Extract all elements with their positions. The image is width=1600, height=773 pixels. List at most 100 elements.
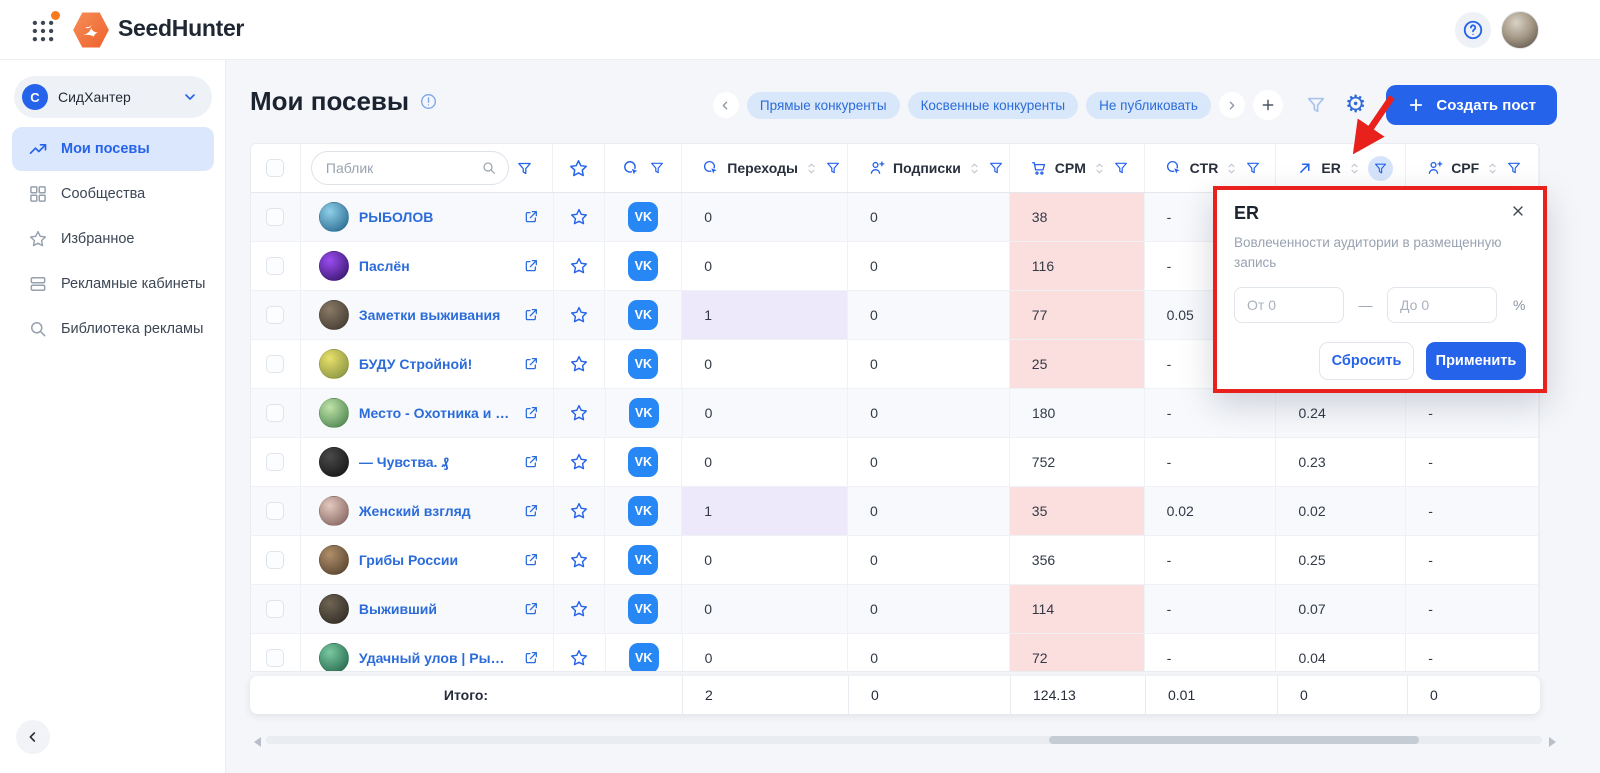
vk-badge[interactable]: VK — [628, 202, 658, 232]
funnel-icon[interactable] — [1113, 160, 1129, 176]
funnel-icon[interactable] — [1506, 160, 1522, 176]
column-label-cpm[interactable]: CPM — [1055, 160, 1086, 176]
sidebar-item[interactable]: Мои посевы — [12, 127, 214, 171]
column-label-er[interactable]: ER — [1321, 160, 1340, 176]
external-link-icon[interactable] — [523, 405, 539, 421]
seedhunter-logo-icon[interactable] — [72, 11, 110, 49]
reset-button[interactable]: Сбросить — [1319, 342, 1414, 380]
funnel-icon[interactable] — [825, 160, 841, 176]
public-name-link[interactable]: Выживший — [359, 601, 513, 617]
user-avatar[interactable] — [1501, 11, 1539, 49]
vk-badge[interactable]: VK — [629, 643, 659, 672]
totals-cpf: 0 — [1407, 676, 1540, 714]
external-link-icon[interactable] — [523, 503, 539, 519]
scrollbar-thumb[interactable] — [1049, 736, 1419, 744]
star-icon[interactable] — [569, 305, 589, 325]
funnel-icon[interactable] — [516, 160, 533, 177]
help-button[interactable] — [1455, 12, 1491, 48]
create-post-button[interactable]: Создать пост — [1386, 85, 1557, 125]
scroll-right-arrow-icon[interactable] — [1549, 737, 1556, 747]
public-name-link[interactable]: — Чувства. ₰ — [359, 454, 513, 470]
funnel-icon[interactable] — [1245, 160, 1261, 176]
column-label-perehody[interactable]: Переходы — [727, 160, 798, 176]
public-name-link[interactable]: Место - Охотника и Р... — [359, 405, 513, 421]
add-tag-button[interactable] — [1253, 90, 1283, 120]
star-icon[interactable] — [569, 648, 589, 668]
vk-badge[interactable]: VK — [628, 496, 658, 526]
filter-icon-active[interactable] — [1368, 156, 1393, 181]
public-name-link[interactable]: РЫБОЛОВ — [359, 209, 513, 225]
star-icon[interactable] — [569, 403, 589, 423]
collapse-sidebar-button[interactable] — [16, 720, 50, 754]
star-icon[interactable] — [569, 256, 589, 276]
tag-chip[interactable]: Не публиковать — [1086, 92, 1211, 119]
column-label-cpf[interactable]: CPF — [1451, 160, 1479, 176]
star-icon[interactable] — [569, 207, 589, 227]
vk-badge[interactable]: VK — [628, 545, 658, 575]
row-checkbox[interactable] — [266, 257, 284, 275]
column-label-ctr[interactable]: CTR — [1190, 160, 1219, 176]
star-icon[interactable] — [569, 550, 589, 570]
tags-scroll-right-button[interactable] — [1219, 92, 1245, 118]
info-icon[interactable] — [419, 92, 438, 111]
vk-badge[interactable]: VK — [629, 398, 659, 428]
sidebar-item[interactable]: Избранное — [12, 217, 214, 261]
external-link-icon[interactable] — [523, 601, 539, 617]
tag-chip[interactable]: Косвенные конкуренты — [908, 92, 1079, 119]
row-checkbox[interactable] — [266, 502, 284, 520]
close-icon[interactable] — [1510, 203, 1526, 219]
external-link-icon[interactable] — [523, 209, 539, 225]
public-search-input[interactable] — [326, 160, 481, 176]
chevron-left-icon — [719, 99, 732, 112]
tag-chip[interactable]: Прямые конкуренты — [747, 92, 900, 119]
tags-scroll-left-button[interactable] — [713, 92, 739, 118]
external-link-icon[interactable] — [523, 258, 539, 274]
vk-badge[interactable]: VK — [628, 300, 658, 330]
vk-badge[interactable]: VK — [628, 594, 658, 624]
row-checkbox[interactable] — [266, 355, 284, 373]
public-name-link[interactable]: Заметки выживания — [359, 307, 513, 323]
row-checkbox[interactable] — [266, 208, 284, 226]
horizontal-scrollbar[interactable] — [250, 734, 1560, 746]
row-checkbox[interactable] — [266, 453, 284, 471]
external-link-icon[interactable] — [523, 356, 539, 372]
funnel-icon[interactable] — [988, 160, 1004, 176]
star-icon[interactable] — [569, 599, 589, 619]
public-name-link[interactable]: Грибы России — [359, 552, 513, 568]
public-name-link[interactable]: Паслён — [359, 258, 513, 274]
row-checkbox[interactable] — [266, 551, 284, 569]
row-checkbox[interactable] — [266, 649, 284, 667]
row-checkbox[interactable] — [266, 306, 284, 324]
scroll-left-arrow-icon[interactable] — [254, 737, 261, 747]
star-icon[interactable] — [568, 158, 589, 179]
public-name-link[interactable]: Удачный улов | Рыбак... — [359, 650, 513, 666]
app-grid-icon[interactable] — [30, 18, 56, 44]
external-link-icon[interactable] — [523, 307, 539, 323]
vk-badge[interactable]: VK — [628, 349, 658, 379]
select-all-checkbox[interactable] — [266, 159, 284, 177]
apply-button[interactable]: Применить — [1426, 342, 1526, 380]
star-icon[interactable] — [569, 452, 589, 472]
sidebar-item[interactable]: Библиотека рекламы — [12, 307, 214, 351]
external-link-icon[interactable] — [523, 552, 539, 568]
star-icon[interactable] — [569, 354, 589, 374]
sidebar-item[interactable]: Рекламные кабинеты — [12, 262, 214, 306]
public-name-link[interactable]: Женский взгляд — [359, 503, 513, 519]
star-icon[interactable] — [569, 501, 589, 521]
workspace-selector[interactable]: С СидХантер — [14, 76, 212, 118]
external-link-icon[interactable] — [523, 650, 539, 666]
funnel-icon[interactable] — [649, 160, 665, 176]
row-checkbox[interactable] — [266, 600, 284, 618]
er-to-input[interactable] — [1387, 287, 1497, 323]
settings-gear-icon[interactable]: ⚙ — [1345, 93, 1367, 117]
public-name-link[interactable]: БУДУ Стройной! — [359, 356, 513, 372]
sidebar-item[interactable]: Сообщества — [12, 172, 214, 216]
vk-badge[interactable]: VK — [628, 447, 658, 477]
global-filter-icon[interactable] — [1305, 94, 1327, 116]
row-checkbox[interactable] — [266, 404, 284, 422]
vk-badge[interactable]: VK — [628, 251, 658, 281]
external-link-icon[interactable] — [523, 454, 539, 470]
column-label-podpiski[interactable]: Подписки — [893, 160, 961, 176]
cell-cpm: 356 — [1010, 536, 1145, 584]
er-from-input[interactable] — [1234, 287, 1344, 323]
